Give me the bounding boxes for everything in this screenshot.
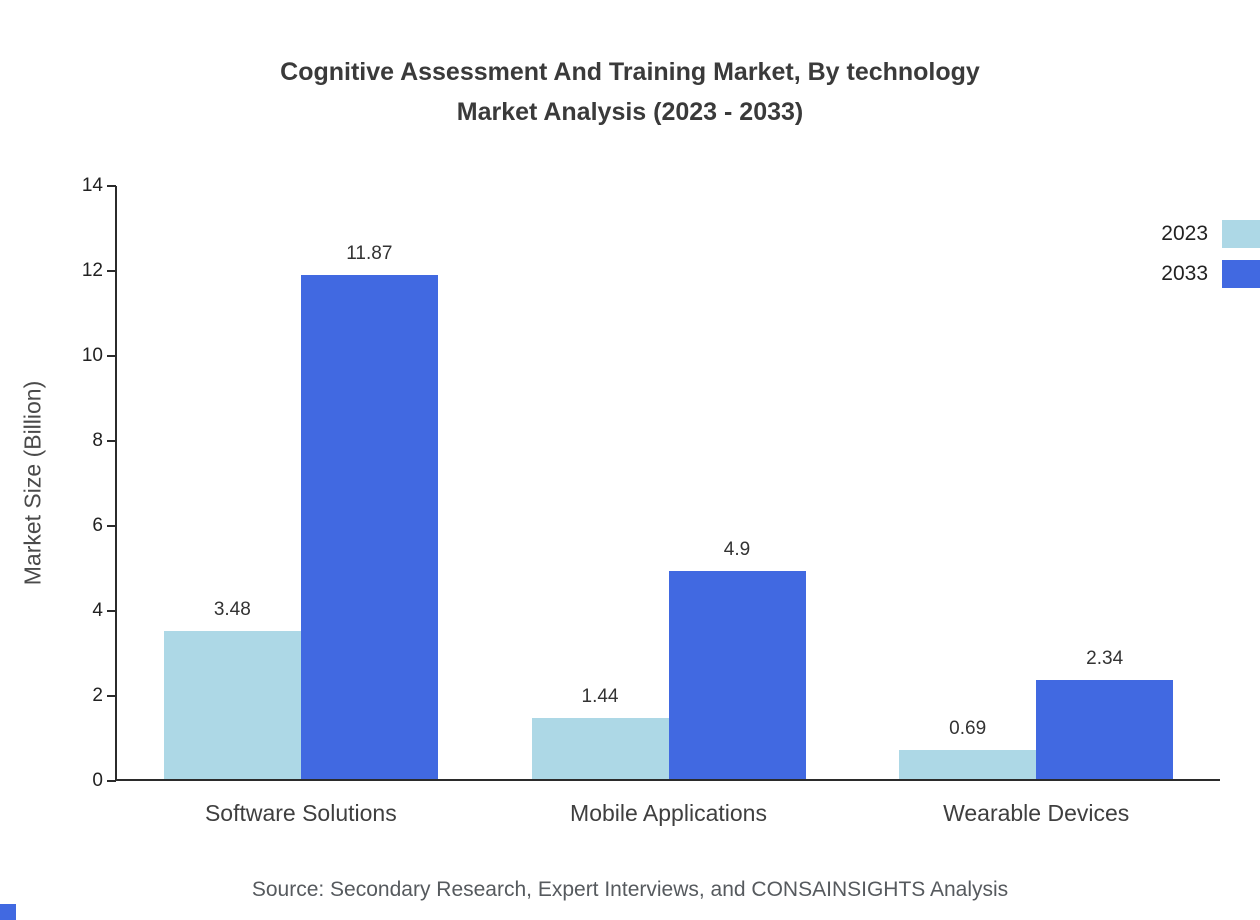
y-tick-mark <box>107 780 116 782</box>
legend: 2023 2033 <box>1161 220 1260 288</box>
bar-value-label: 3.48 <box>213 599 251 621</box>
y-tick-mark <box>107 610 116 612</box>
bar-value-label: 0.69 <box>949 717 987 739</box>
y-tick-label: 2 <box>92 685 103 706</box>
bar-value-label: 4.9 <box>723 538 751 560</box>
bar-2023-mobile-applications: 1.44 <box>531 686 669 779</box>
y-tick-label: 14 <box>81 175 103 196</box>
corner-accent-square <box>0 904 16 920</box>
bar-2023-software-solutions: 3.48 <box>163 599 301 779</box>
bar-group-wearable-devices: 0.69 2.34 Wearable Devices <box>852 186 1220 826</box>
y-tick-label: 10 <box>81 345 103 366</box>
y-tick-mark <box>107 270 116 272</box>
legend-swatch-2033 <box>1222 260 1260 288</box>
bar-groups: 3.48 11.87 Software Solutions 1.44 4.9 Mobile… <box>117 186 1220 826</box>
x-category-label-mobile-applications: Mobile Applications <box>570 800 767 826</box>
plot-area: 0 2 4 6 8 10 12 14 3.48 11.87 Software Solutions 1… <box>82 175 1220 826</box>
chart-title: Cognitive Assessment And Training Market… <box>280 58 980 126</box>
bar-2033-software-solutions: 11.87 <box>300 243 438 779</box>
y-tick-label: 8 <box>92 430 103 451</box>
y-tick-label: 6 <box>92 515 103 536</box>
y-tick-mark <box>107 695 116 697</box>
y-tick-label: 4 <box>92 600 103 621</box>
bar-group-software-solutions: 3.48 11.87 Software Solutions <box>117 186 485 826</box>
y-tick-label: 12 <box>81 260 103 281</box>
y-tick-label: 0 <box>92 770 103 791</box>
source-note: Source: Secondary Research, Expert Inter… <box>251 878 1009 901</box>
bar-2033-wearable-devices: 2.34 <box>1036 648 1174 779</box>
y-tick-mark <box>107 355 116 357</box>
bar-value-label: 11.87 <box>346 242 393 264</box>
y-tick-mark <box>107 185 116 187</box>
bar-value-label: 2.34 <box>1086 647 1124 669</box>
legend-item-2033: 2033 <box>1161 260 1260 288</box>
x-category-label-software-solutions: Software Solutions <box>204 800 397 826</box>
bar-2033-mobile-applications: 4.9 <box>668 539 806 779</box>
bar-2023-wearable-devices: 0.69 <box>899 718 1037 779</box>
y-axis-label: Market Size (Billion) <box>19 380 46 586</box>
legend-swatch-2023 <box>1222 220 1260 248</box>
x-category-label-wearable-devices: Wearable Devices <box>943 800 1130 826</box>
bar-value-label: 1.44 <box>581 685 619 707</box>
y-tick-mark <box>107 525 116 527</box>
bar-group-mobile-applications: 1.44 4.9 Mobile Applications <box>485 186 853 826</box>
legend-label: 2033 <box>1161 262 1208 285</box>
legend-item-2023: 2023 <box>1161 220 1260 248</box>
y-tick-mark <box>107 440 116 442</box>
legend-label: 2023 <box>1161 222 1208 245</box>
